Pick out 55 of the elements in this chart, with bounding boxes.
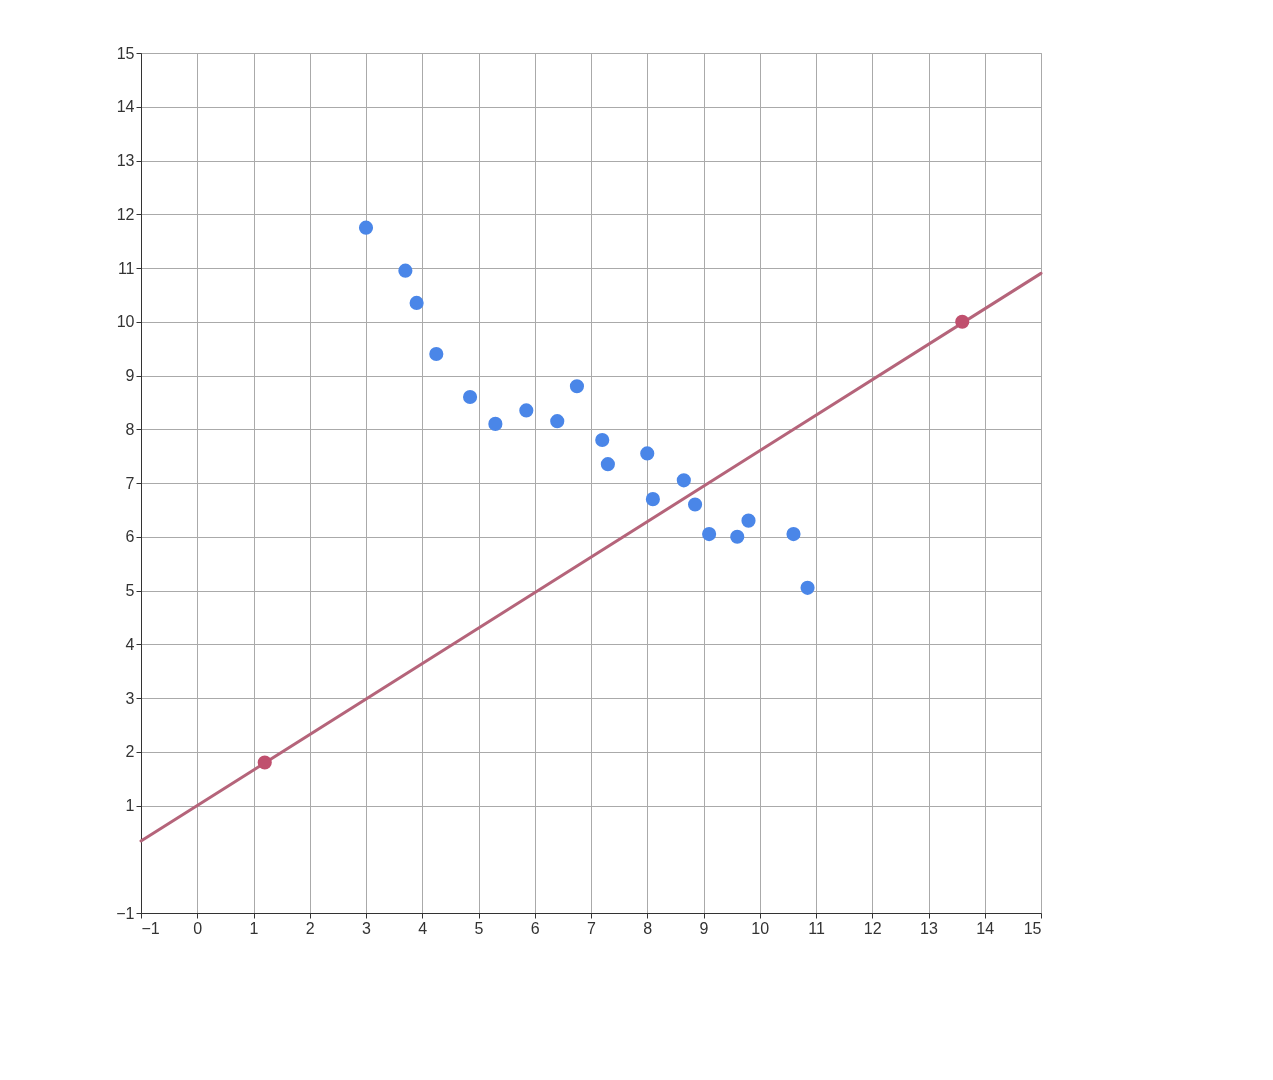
point	[409, 295, 424, 310]
y-tick-label: 8	[125, 420, 135, 438]
y-tick-label: 1	[125, 797, 135, 814]
y-tick-label: 9	[125, 367, 135, 384]
x-tick-label: −1	[141, 919, 160, 937]
y-tick-label: 14	[116, 98, 135, 116]
point	[519, 403, 534, 418]
x-tick-label: 15	[1023, 919, 1042, 937]
y-tick-label: 12	[116, 205, 135, 223]
point	[595, 432, 610, 448]
x-tick-label: 8	[643, 919, 653, 937]
y-tick-label: 7	[125, 474, 135, 492]
point	[786, 527, 801, 542]
x-tick-label: 2	[305, 919, 315, 937]
y-tick-label: 2	[125, 743, 135, 761]
x-tick-label: 14	[976, 919, 995, 937]
x-tick-label: 12	[863, 919, 882, 937]
point	[955, 314, 970, 329]
x-tick-label: 13	[920, 919, 938, 937]
x-tick-label: 6	[530, 919, 540, 937]
point	[429, 346, 444, 362]
x-tick-label: 7	[587, 919, 597, 937]
x-tick-label: 3	[362, 919, 372, 937]
y-tick-label: 4	[125, 635, 135, 653]
x-tick-label: 0	[193, 919, 203, 937]
x-tick-label: 10	[751, 919, 770, 937]
y-tick-label: 11	[117, 259, 135, 277]
x-tick-label: 1	[249, 919, 259, 937]
y-tick-label: 10	[116, 313, 135, 331]
x-tick-label: 9	[699, 919, 709, 937]
point	[730, 529, 745, 544]
point	[702, 527, 717, 542]
point	[257, 755, 272, 770]
point	[741, 513, 756, 528]
y-tick-label: 6	[125, 528, 135, 546]
point	[550, 414, 565, 429]
y-tick-label: −1	[116, 904, 135, 922]
point	[462, 389, 478, 405]
point	[600, 457, 615, 472]
point	[569, 379, 585, 394]
x-tick-label: 4	[418, 919, 428, 937]
x-tick-label: 11	[808, 919, 825, 937]
point	[800, 580, 815, 595]
point	[398, 263, 413, 278]
point	[488, 416, 503, 431]
y-tick-label: 13	[116, 152, 135, 169]
y-tick-label: 3	[125, 689, 135, 707]
y-tick-label: 5	[125, 582, 135, 599]
point	[687, 497, 703, 512]
point	[358, 220, 374, 235]
x-tick-label: 5	[474, 919, 484, 937]
point	[645, 492, 660, 507]
point	[676, 473, 691, 488]
point	[640, 446, 655, 461]
y-tick-label: 15	[116, 44, 135, 62]
